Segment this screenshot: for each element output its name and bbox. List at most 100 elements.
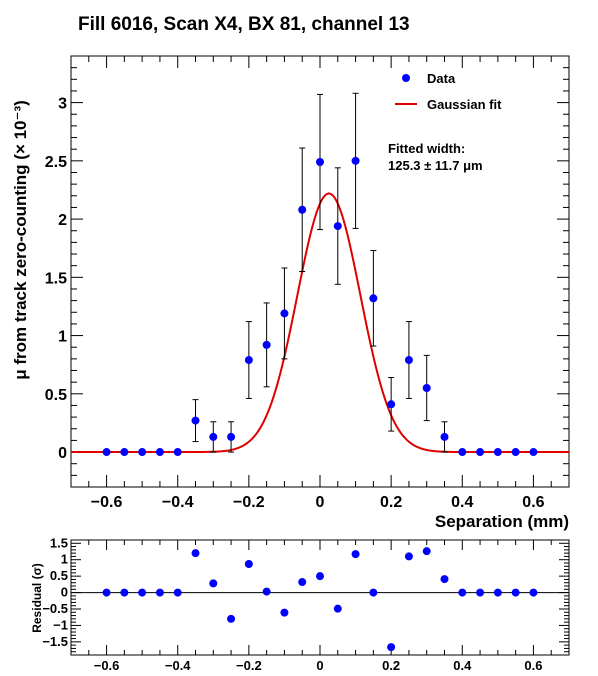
y-tick-label: 0 — [58, 445, 67, 462]
residual-x-tick-label: −0.4 — [165, 658, 191, 673]
chart-title: Fill 6016, Scan X4, BX 81, channel 13 — [78, 14, 410, 35]
main-y-tick-labels: 0 0.5 1 1.5 2 2.5 3 — [45, 96, 67, 462]
residual-y-tick-label: 1.5 — [50, 535, 68, 550]
data-point — [369, 294, 378, 303]
fit-width-value: 125.3 ± 11.7 μm — [388, 158, 483, 173]
residual-point — [511, 588, 520, 597]
y-axis-label: μ from track zero-counting (× 10⁻³) — [11, 100, 30, 380]
x-tick-label: −0.6 — [91, 494, 123, 511]
residual-y-axis-label: Residual (σ) — [30, 563, 44, 633]
residual-point — [458, 588, 467, 597]
y-tick-label: 2 — [58, 212, 67, 229]
gaussian-fit-curve — [71, 192, 569, 454]
residual-axis-ticks — [70, 539, 570, 656]
main-plot: −0.6 −0.4 −0.2 0 0.2 0.4 0.6 0 0.5 1 1.5 2 2.5 3 — [45, 55, 570, 511]
residual-point — [493, 588, 502, 597]
x-tick-label: 0.2 — [380, 494, 402, 511]
residual-x-tick-label: 0.2 — [382, 658, 400, 673]
residual-point — [244, 559, 253, 568]
x-tick-label: −0.4 — [162, 494, 194, 511]
residual-point — [351, 550, 360, 559]
residual-point — [298, 578, 307, 587]
residual-point — [280, 608, 289, 617]
residual-point — [316, 572, 324, 581]
data-point — [458, 448, 467, 457]
fit-width-label: Fitted width: — [388, 141, 465, 156]
data-point — [173, 448, 182, 457]
residual-point — [227, 614, 236, 623]
data-point — [422, 383, 431, 392]
residual-point — [262, 587, 271, 596]
legend-data-label: Data — [427, 71, 456, 86]
residual-x-tick-label: 0 — [316, 658, 323, 673]
data-point — [227, 432, 236, 441]
residual-y-tick-label: −0.5 — [42, 601, 68, 616]
data-point — [298, 205, 307, 214]
residual-point — [333, 604, 342, 613]
residual-y-tick-label: 0 — [61, 585, 68, 600]
data-point — [316, 158, 324, 167]
residual-point — [155, 588, 164, 597]
y-tick-label: 0.5 — [45, 387, 67, 404]
residual-plot: −0.6 −0.4 −0.2 0 0.2 0.4 0.6 −1.5−1−0.500.511.… — [42, 535, 570, 673]
x-tick-label: 0 — [316, 494, 325, 511]
main-axis-ticks — [70, 55, 570, 488]
residual-point — [529, 588, 538, 597]
data-point — [209, 432, 218, 441]
residual-x-tick-label: −0.6 — [94, 658, 120, 673]
residual-point — [476, 588, 485, 597]
y-tick-label: 1 — [58, 329, 67, 346]
x-axis-label: Separation (mm) — [435, 512, 569, 531]
data-point — [440, 432, 449, 441]
legend-data-marker — [402, 74, 410, 82]
x-tick-label: 0.4 — [451, 494, 473, 511]
x-tick-label: −0.2 — [233, 494, 265, 511]
residual-y-tick-labels: −1.5 −1−0.50 0.51 1.5 — [42, 535, 68, 649]
data-point — [351, 156, 360, 165]
data-point — [138, 448, 147, 457]
data-point — [387, 400, 396, 409]
y-tick-label: 1.5 — [45, 270, 67, 287]
residual-x-tick-labels: −0.6 −0.4 −0.2 0 0.2 0.4 0.6 — [94, 658, 543, 673]
data-point — [476, 448, 485, 457]
data-point — [120, 448, 129, 457]
residual-point — [191, 549, 200, 558]
residual-plot-frame — [70, 539, 570, 656]
residual-point — [102, 588, 111, 597]
residual-y-tick-label: 0.5 — [50, 568, 68, 583]
residual-point — [209, 579, 218, 588]
residual-point — [138, 588, 147, 597]
data-point — [191, 416, 200, 425]
residual-x-tick-label: 0.6 — [524, 658, 542, 673]
data-point — [244, 356, 253, 365]
residual-x-tick-label: −0.2 — [236, 658, 262, 673]
data-point — [155, 448, 164, 457]
residual-point — [404, 552, 413, 561]
data-point — [333, 222, 342, 231]
y-tick-label: 3 — [58, 96, 67, 113]
main-data-points — [102, 156, 538, 457]
data-point — [493, 448, 502, 457]
y-tick-label: 2.5 — [45, 154, 67, 171]
residual-data-points — [102, 547, 538, 652]
x-tick-label: 0.6 — [522, 494, 544, 511]
residual-point — [120, 588, 129, 597]
residual-point — [369, 588, 378, 597]
residual-point — [440, 575, 449, 584]
legend-fit-label: Gaussian fit — [427, 97, 502, 112]
data-point — [102, 448, 111, 457]
data-point — [404, 356, 413, 365]
residual-point — [387, 643, 396, 652]
data-point — [511, 448, 520, 457]
residual-point — [173, 588, 182, 597]
residual-point — [422, 547, 431, 556]
main-x-tick-labels: −0.6 −0.4 −0.2 0 0.2 0.4 0.6 — [91, 494, 545, 511]
residual-y-tick-label: −1 — [53, 617, 68, 632]
residual-y-tick-label: 1 — [61, 552, 68, 567]
data-point — [262, 340, 271, 349]
data-point — [529, 448, 538, 457]
legend: Data Gaussian fit — [395, 71, 502, 112]
data-point — [280, 309, 289, 318]
residual-y-tick-label: −1.5 — [42, 634, 68, 649]
